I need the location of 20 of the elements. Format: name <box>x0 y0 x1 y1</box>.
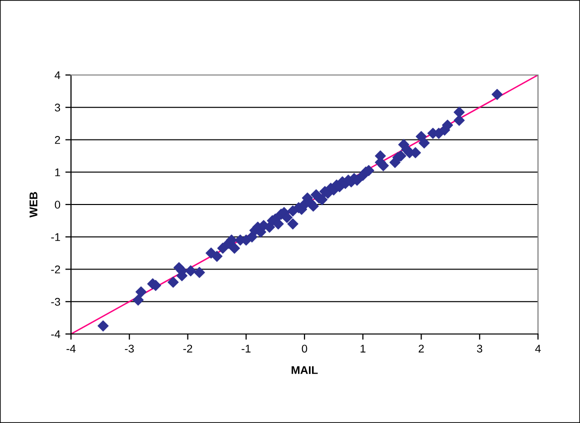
x-tick-label: -2 <box>183 344 192 352</box>
x-tick-label: -4 <box>66 344 76 352</box>
y-tick-label: -3 <box>51 298 60 306</box>
x-tick-label: -1 <box>242 344 251 352</box>
x-tick-label: 3 <box>476 344 482 353</box>
y-axis-title: WEB <box>30 192 38 218</box>
y-tick-label: 2 <box>54 136 60 144</box>
x-axis-title: MAIL <box>292 366 318 374</box>
x-tick-label: 0 <box>302 344 308 353</box>
y-tick-label: 0 <box>54 200 60 209</box>
x-tick-label: 4 <box>535 344 541 352</box>
y-tick-label: -2 <box>51 266 60 274</box>
y-tick-label: -1 <box>51 233 60 241</box>
x-tick-label: 1 <box>360 344 366 352</box>
y-tick-label: -4 <box>51 330 60 338</box>
x-tick-label: 2 <box>418 344 424 352</box>
y-tick-label: 3 <box>54 104 60 112</box>
y-tick-label: 4 <box>54 71 60 80</box>
y-tick-label: 1 <box>55 168 60 176</box>
x-tick-label: -3 <box>124 344 134 353</box>
